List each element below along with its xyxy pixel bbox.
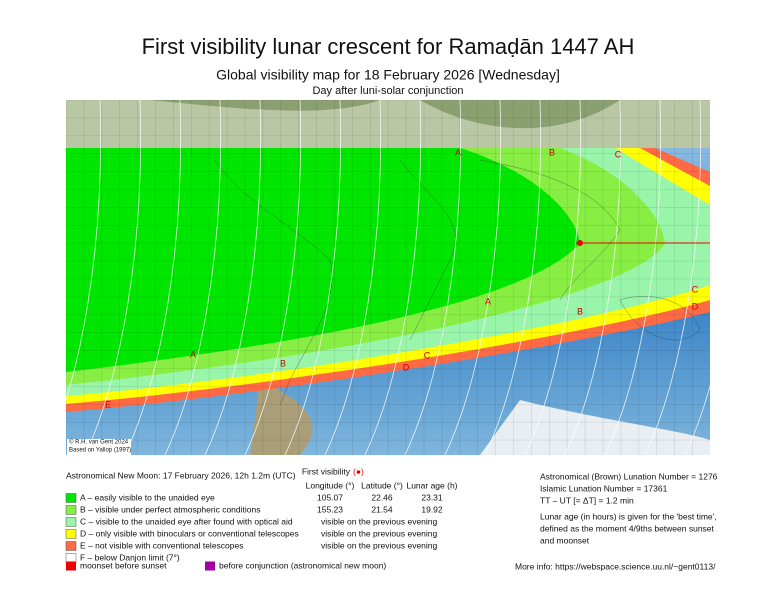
zone-value: 21.54 <box>371 504 393 514</box>
zone-label: B <box>549 147 555 157</box>
isoline <box>404 100 462 455</box>
credit: Based on Yallop (1997) <box>69 448 131 454</box>
info-line: TT – UT [= ΔT] = 1.2 min <box>540 495 634 505</box>
zone-swatch <box>65 493 77 503</box>
zone-label: B – visible under perfect atmospheric co… <box>80 504 260 514</box>
zone-swatch <box>65 553 77 563</box>
zone-label: E – not visible with conventional telesc… <box>80 540 243 550</box>
map <box>66 100 710 455</box>
credit: © R.H. van Gent 2024 <box>69 439 129 446</box>
zone-label: D – only visible with binoculars or conv… <box>80 528 299 538</box>
subtitle: Day after luni-solar conjunction <box>312 85 463 97</box>
first-visibility-marker: (●) <box>353 466 364 476</box>
more-info: More info: https://webspace.science.uu.n… <box>515 561 716 571</box>
zone-label: A <box>485 296 491 306</box>
isoline <box>484 100 542 455</box>
zone-label: A <box>190 349 196 359</box>
zone-value: 23.31 <box>421 492 443 502</box>
extra-label: before conjunction (astronomical new moo… <box>219 560 386 570</box>
zone-label: E <box>105 399 111 409</box>
zone-swatch <box>65 505 77 515</box>
info-note: Lunar age (in hours) is given for the 'b… <box>540 511 717 521</box>
first-visibility: First visibility <box>302 466 351 476</box>
zone-label: D <box>403 362 410 372</box>
isoline <box>604 100 662 455</box>
isoline <box>684 384 710 455</box>
zone-label: F – below Danjon limit (7°) <box>80 552 180 562</box>
isoline <box>244 100 302 455</box>
isoline <box>124 100 182 455</box>
column-header: Lunar age (h) <box>406 480 457 490</box>
extra-label: moonset before sunset <box>80 560 167 570</box>
zone-label: C <box>692 284 699 294</box>
zone-label: D <box>692 301 699 311</box>
zone-note: visible on the previous evening <box>321 528 438 538</box>
isoline <box>66 100 102 401</box>
zone-swatch <box>65 541 77 551</box>
isoline <box>204 100 262 455</box>
extra-swatch <box>205 561 215 571</box>
isoline <box>284 100 342 455</box>
isoline <box>644 100 702 455</box>
zone-label: C <box>615 149 622 159</box>
extra-swatch <box>66 561 76 571</box>
zone-value: 19.92 <box>421 504 443 514</box>
isoline <box>324 100 382 455</box>
info-note: defined as the moment 4/9ths between sun… <box>540 523 715 533</box>
zone-value: 105.07 <box>317 492 343 502</box>
zone-swatch <box>65 517 77 527</box>
new-moon: Astronomical New Moon: 17 February 2026,… <box>66 470 296 480</box>
zone-label: C – visible to the unaided eye after fou… <box>80 516 293 526</box>
info-line: Astronomical (Brown) Lunation Number = 1… <box>540 471 718 481</box>
isoline <box>444 100 502 455</box>
zone-label: B <box>577 306 583 316</box>
info-note: and moonset <box>540 535 590 545</box>
zone-note: visible on the previous evening <box>321 540 438 550</box>
isoline <box>364 100 422 455</box>
zone-label: A <box>455 147 461 157</box>
title: First visibility lunar crescent for Rama… <box>142 34 635 59</box>
zone-label: A – easily visible to the unaided eye <box>80 492 215 502</box>
info-line: Islamic Lunation Number = 17361 <box>540 483 668 493</box>
zone-label: C <box>424 350 431 360</box>
zone-note: visible on the previous evening <box>321 516 438 526</box>
isoline <box>164 100 222 455</box>
column-header: Longitude (°) <box>306 480 355 490</box>
subtitle: Global visibility map for 18 February 20… <box>216 67 560 83</box>
zone-label: B <box>280 358 286 368</box>
zone-swatch <box>65 529 77 539</box>
isoline <box>524 100 582 455</box>
zone-value: 155.23 <box>317 504 343 514</box>
isoline <box>84 100 142 455</box>
zone-value: 22.46 <box>371 492 393 502</box>
isoline <box>564 100 622 455</box>
column-header: Latitude (°) <box>361 480 403 490</box>
